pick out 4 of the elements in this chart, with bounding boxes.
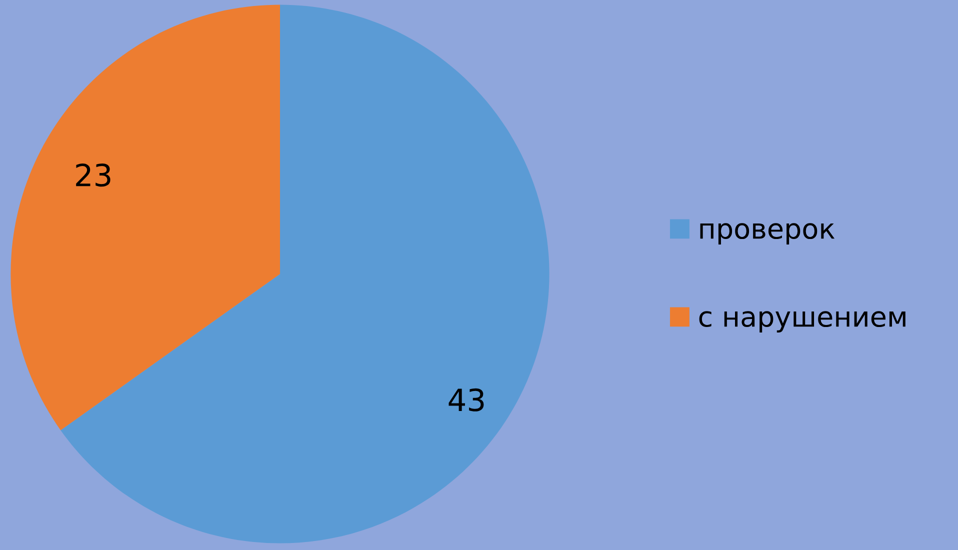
data-label: 23 [76,164,110,187]
legend-label: проверок [700,223,835,244]
legend-label: с нарушением [699,311,906,332]
data-label: 43 [448,388,484,412]
